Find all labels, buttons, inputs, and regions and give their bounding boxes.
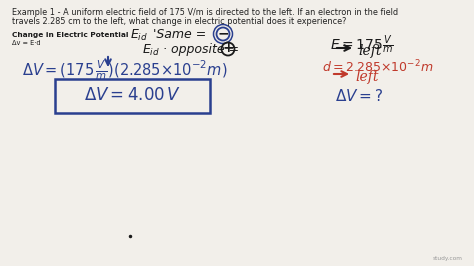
Text: $\Delta V=(175\,\frac{V}{m})(2.285{\times}10^{-2}m)$: $\Delta V=(175\,\frac{V}{m})(2.285{\time… — [22, 59, 228, 82]
Bar — [55, 79, 210, 113]
Text: left: left — [355, 70, 379, 84]
Text: $E_{id}$: $E_{id}$ — [142, 43, 160, 58]
Text: Example 1 - A uniform electric field of 175 V/m is directed to the left. If an e: Example 1 - A uniform electric field of … — [12, 8, 398, 17]
Text: study.com: study.com — [433, 256, 463, 261]
Text: −: − — [217, 27, 229, 40]
Text: $\Delta V=4.00\,V$: $\Delta V=4.00\,V$ — [84, 88, 182, 105]
Text: travels 2.285 cm to the left, what change in electric potential does it experien: travels 2.285 cm to the left, what chang… — [12, 17, 346, 26]
Text: $E_{id}$: $E_{id}$ — [130, 28, 148, 43]
Text: $d{=}2.285{\times}10^{-2}m$: $d{=}2.285{\times}10^{-2}m$ — [322, 59, 434, 76]
Text: left: left — [358, 44, 382, 58]
Text: $\Delta V{=}?$: $\Delta V{=}?$ — [335, 88, 383, 104]
Text: Δv = E·d: Δv = E·d — [12, 40, 41, 46]
Text: $E{=}175\frac{V}{m}$: $E{=}175\frac{V}{m}$ — [330, 33, 394, 56]
Text: Change in Electric Potential: Change in Electric Potential — [12, 32, 128, 38]
Text: 'Same =: 'Same = — [153, 28, 206, 41]
Text: · opposite =: · opposite = — [163, 43, 239, 56]
Text: +: + — [222, 41, 234, 56]
